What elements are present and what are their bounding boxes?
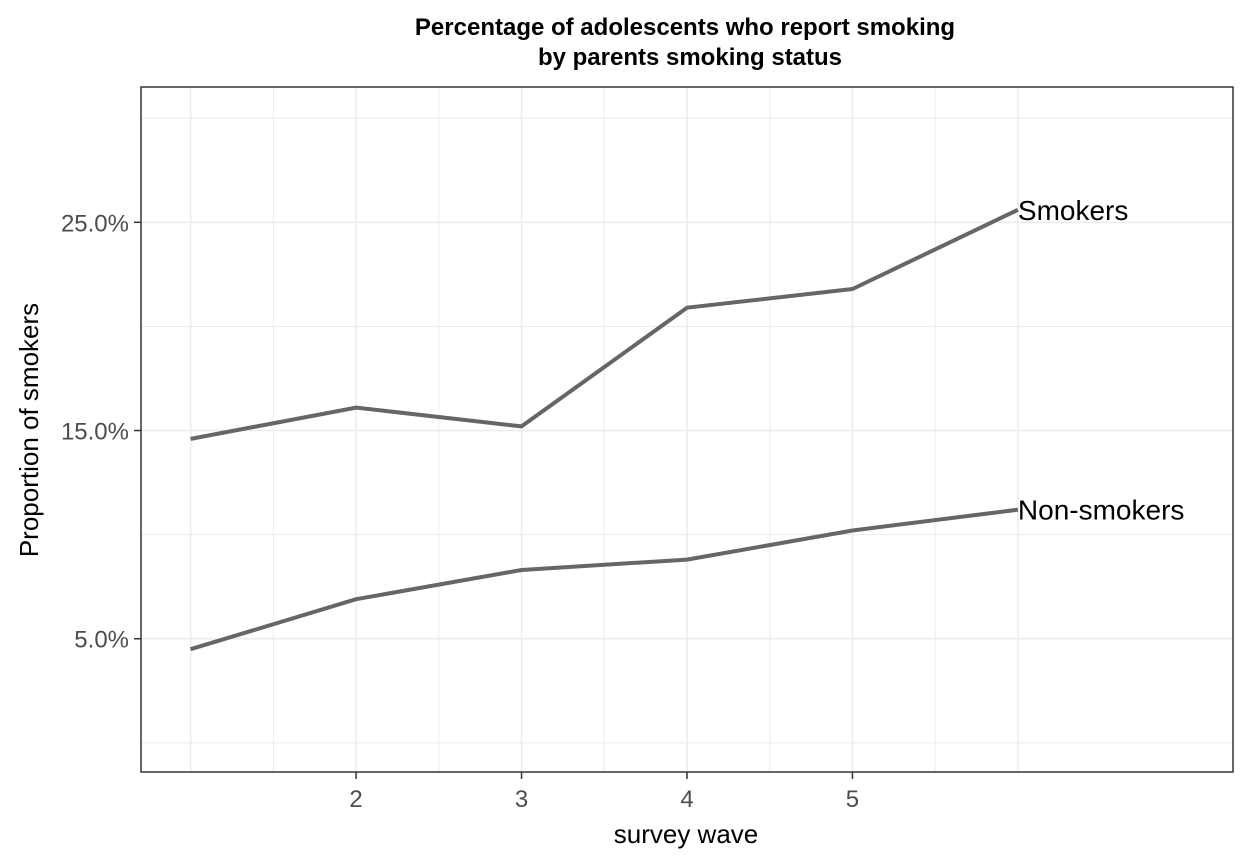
series-label-smokers: Smokers	[1018, 195, 1128, 226]
x-tick-label: 5	[846, 786, 859, 813]
y-tick-label: 5.0%	[74, 627, 129, 654]
chart-subtitle: by parents smoking status	[538, 44, 842, 71]
x-tick-label: 3	[515, 786, 528, 813]
y-axis-title: Proportion of smokers	[14, 303, 44, 557]
chart-title: Percentage of adolescents who report smo…	[415, 14, 955, 41]
x-axis-title: survey wave	[614, 819, 759, 849]
series-lines	[190, 207, 1019, 652]
y-tick-label: 25.0%	[61, 210, 129, 237]
x-tick-label: 2	[349, 786, 362, 813]
series-labels: Smokers Non-smokers	[1018, 195, 1184, 526]
series-line-non-smokers	[190, 507, 1019, 652]
grid	[141, 87, 1233, 772]
y-tick-label: 15.0%	[61, 419, 129, 446]
x-tick-label: 4	[680, 786, 693, 813]
series-label-non-smokers: Non-smokers	[1018, 495, 1184, 526]
series-line-smokers	[190, 207, 1019, 441]
axis-ticks: 2 3 4 5 5.0% 15.0% 25.0%	[61, 210, 859, 813]
